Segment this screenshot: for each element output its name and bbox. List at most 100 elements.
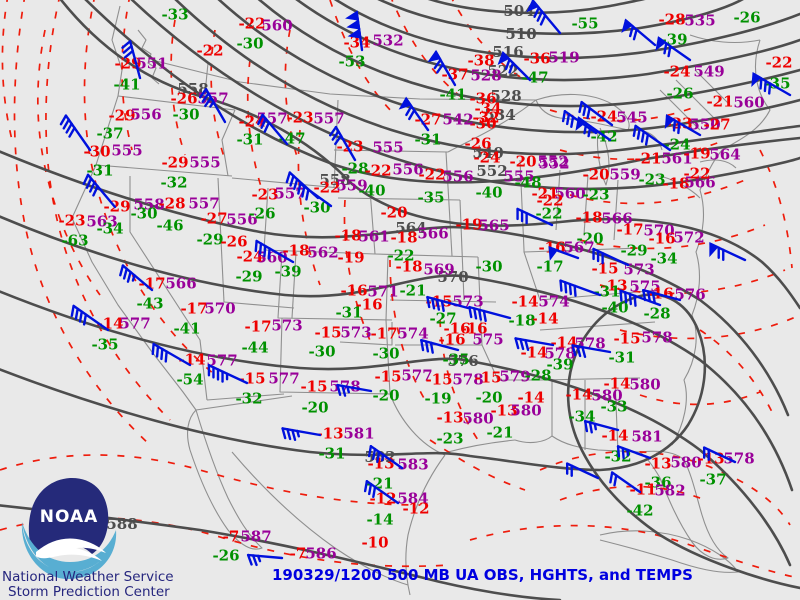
station-dewpoint: -23 bbox=[582, 186, 609, 204]
station-height: 557 bbox=[313, 110, 344, 128]
station-temperature: -14 bbox=[531, 310, 558, 328]
station-temperature: -23 bbox=[286, 109, 313, 127]
isotherm-dashed-lines bbox=[0, 0, 800, 579]
wind-barb bbox=[363, 480, 400, 505]
station-dewpoint: -17 bbox=[536, 258, 563, 276]
station-height: 552 bbox=[537, 153, 568, 171]
station-temperature: -15 bbox=[300, 378, 327, 396]
station-height: 557 bbox=[274, 185, 305, 203]
station-height: 560 bbox=[554, 185, 585, 203]
station-temperature: -14 bbox=[603, 375, 630, 393]
station-dewpoint: -21 bbox=[399, 282, 426, 300]
contour-label: 570 bbox=[437, 268, 468, 286]
wind-barb-layer bbox=[59, 0, 792, 567]
noaa-logo-text: NOAA bbox=[40, 507, 99, 527]
station-height: 566 bbox=[417, 225, 448, 243]
station-temperature: -15 bbox=[425, 293, 452, 311]
wind-barb bbox=[514, 337, 555, 351]
wind-barb bbox=[329, 125, 357, 162]
station-temperature: -21 bbox=[634, 150, 661, 168]
station-dewpoint: -35 bbox=[91, 336, 118, 354]
station-temperature: -23 bbox=[58, 212, 85, 230]
station-temperature: -27 bbox=[200, 210, 227, 228]
station-temperature: -13 bbox=[367, 455, 394, 473]
station-temperature: -22 bbox=[196, 42, 223, 60]
station-temperature: -15 bbox=[591, 260, 618, 278]
wind-barb bbox=[609, 471, 642, 494]
wind-barb bbox=[616, 445, 652, 460]
station-temperature: -7 bbox=[290, 545, 307, 563]
station-temperature: -17 bbox=[138, 275, 165, 293]
station-dewpoint: -20 bbox=[475, 389, 502, 407]
station-dewpoint: -32 bbox=[160, 174, 187, 192]
station-temperature: -13 bbox=[644, 455, 671, 473]
wind-barb bbox=[642, 288, 682, 304]
wind-barb bbox=[526, 0, 562, 35]
station-temperature: -15 bbox=[238, 370, 265, 388]
station-height: 571 bbox=[367, 283, 398, 301]
station-temperature: -22 bbox=[313, 179, 340, 197]
contour-label-layer: 5045105165225285345405525585585645705765… bbox=[106, 2, 536, 533]
station-dewpoint: -40 bbox=[358, 182, 385, 200]
station-temperature: -22 bbox=[364, 162, 391, 180]
station-temperature: -20 bbox=[380, 204, 407, 222]
map-caption: 190329/1200 500 MB UA OBS, HGHTS, and TE… bbox=[272, 566, 693, 584]
station-height: 576 bbox=[674, 286, 705, 304]
wind-barb bbox=[281, 427, 322, 441]
station-temperature: -18 bbox=[395, 258, 422, 276]
station-dewpoint: -40 bbox=[601, 299, 628, 317]
station-dewpoint: -31 bbox=[236, 131, 263, 149]
station-temperature: -19 bbox=[683, 145, 710, 163]
station-temperature: -15 bbox=[374, 368, 401, 386]
station-height: 560 bbox=[733, 94, 764, 112]
station-height: 555 bbox=[189, 154, 220, 172]
station-dewpoint: -48 bbox=[514, 174, 541, 192]
station-height: 567 bbox=[563, 239, 594, 257]
station-dewpoint: -22 bbox=[535, 205, 562, 223]
station-dewpoint: -30 bbox=[372, 345, 399, 363]
wind-barb bbox=[246, 553, 284, 567]
station-dewpoint: -35 bbox=[442, 351, 469, 369]
station-height: 557 bbox=[188, 195, 219, 213]
station-temperature: -12 bbox=[402, 500, 429, 518]
station-height: 561 bbox=[358, 228, 389, 246]
contour-label: 504 bbox=[503, 2, 534, 20]
station-dewpoint: -26 bbox=[666, 85, 693, 103]
station-temperature: -18 bbox=[575, 209, 602, 227]
station-temperature: -16 bbox=[340, 282, 367, 300]
station-dewpoint: -26 bbox=[248, 205, 275, 223]
station-height: 570 bbox=[204, 300, 235, 318]
station-height: 566 bbox=[684, 174, 715, 192]
station-temperature: -16 bbox=[355, 296, 382, 314]
agency-footer: National Weather Service Storm Predictio… bbox=[2, 570, 174, 600]
station-temperature: -24 bbox=[238, 113, 265, 131]
station-dewpoint: -31 bbox=[86, 162, 113, 180]
station-height: 577 bbox=[119, 315, 150, 333]
station-dewpoint: -32 bbox=[235, 390, 262, 408]
station-height: 564 bbox=[709, 146, 740, 164]
station-dewpoint: -43 bbox=[136, 295, 163, 313]
station-temperature: -12 bbox=[369, 490, 396, 508]
station-dewpoint: -29 bbox=[235, 268, 262, 286]
wind-barb bbox=[468, 305, 512, 323]
station-height: 575 bbox=[629, 278, 660, 296]
station-height: 528 bbox=[470, 67, 501, 85]
station-temperature: -24 bbox=[663, 63, 690, 81]
contour-label: 540 bbox=[472, 144, 503, 162]
station-dewpoint: -28 bbox=[524, 367, 551, 385]
station-dewpoint: -55 bbox=[571, 15, 598, 33]
station-dewpoint: -21 bbox=[366, 475, 393, 493]
station-temperature: -17 bbox=[244, 318, 271, 336]
station-dewpoint: -36 bbox=[644, 474, 671, 492]
station-height: 555 bbox=[372, 139, 403, 157]
station-temperature: -14 bbox=[565, 386, 592, 404]
station-dewpoint: -53 bbox=[338, 53, 365, 71]
station-temperature: -13 bbox=[316, 425, 343, 443]
station-dewpoint: -28 bbox=[643, 305, 670, 323]
station-temperature: -29 bbox=[161, 154, 188, 172]
station-temperature: -17 bbox=[370, 325, 397, 343]
contour-label: 534 bbox=[484, 106, 515, 124]
contour-label: 564 bbox=[395, 219, 426, 237]
station-dewpoint: -54 bbox=[176, 371, 203, 389]
